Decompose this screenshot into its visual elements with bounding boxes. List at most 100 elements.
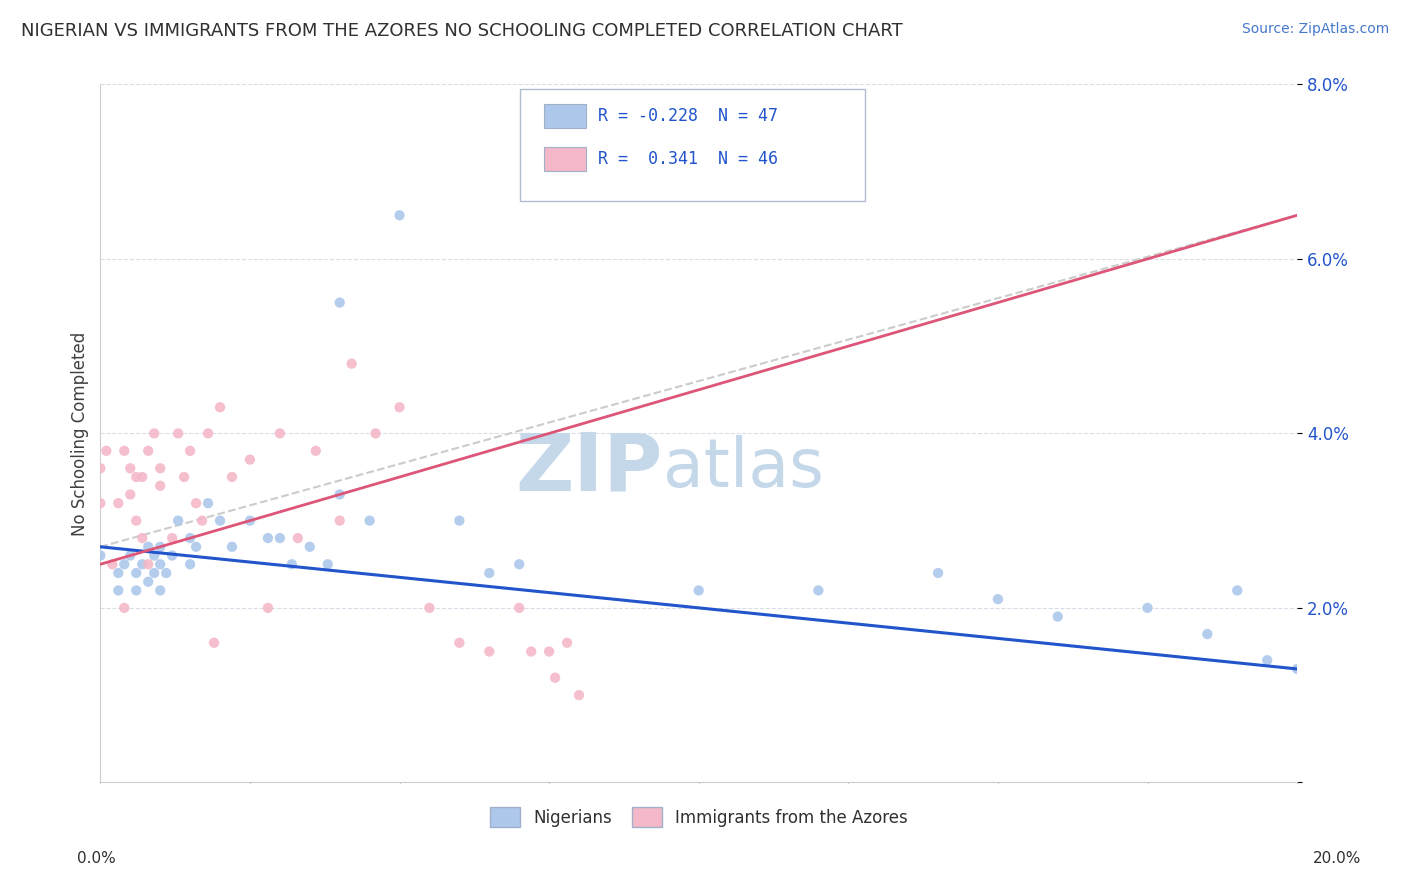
Point (125, 514, 148, 528)
Point (136, 443, 159, 458)
Point (544, 671, 567, 685)
Point (179, 531, 201, 545)
Point (143, 566, 166, 580)
Point (202, 636, 225, 650)
Point (89, 549, 111, 563)
Point (221, 470, 243, 484)
Point (239, 514, 262, 528)
Point (179, 558, 201, 572)
Point (131, 470, 153, 484)
Point (449, 636, 471, 650)
Point (555, 636, 578, 650)
Point (520, 644, 543, 658)
Point (1286, 662, 1309, 676)
Point (478, 644, 501, 658)
Point (173, 470, 195, 484)
Point (388, 401, 411, 415)
Point (131, 531, 153, 545)
Point (359, 514, 381, 528)
Point (149, 461, 172, 475)
Point (538, 644, 561, 658)
Point (107, 583, 129, 598)
Point (120, 461, 142, 475)
Point (478, 566, 501, 580)
Point (329, 514, 352, 528)
Point (316, 558, 339, 572)
Point (136, 540, 159, 554)
Point (155, 566, 177, 580)
Point (160, 531, 183, 545)
Point (364, 426, 387, 441)
Point (149, 479, 172, 493)
Point (208, 401, 231, 415)
Point (197, 426, 219, 441)
Point (143, 549, 166, 563)
Point (149, 558, 172, 572)
Point (239, 452, 262, 467)
Text: 0.0%: 0.0% (77, 852, 117, 866)
Point (298, 540, 321, 554)
Point (112, 443, 135, 458)
Point (149, 540, 172, 554)
Point (136, 574, 159, 589)
Point (257, 531, 280, 545)
Point (125, 583, 148, 598)
Y-axis label: No Schooling Completed: No Schooling Completed (72, 331, 89, 535)
Text: atlas: atlas (662, 435, 824, 501)
Point (568, 688, 591, 702)
Point (257, 600, 280, 615)
Text: ZIP: ZIP (516, 429, 662, 508)
Point (125, 470, 148, 484)
Point (89, 461, 111, 475)
Point (1197, 627, 1219, 641)
Point (136, 558, 159, 572)
Point (191, 514, 214, 528)
Point (184, 540, 207, 554)
Text: 20.0%: 20.0% (1313, 852, 1361, 866)
Point (107, 566, 129, 580)
Point (1046, 609, 1069, 624)
Point (688, 583, 710, 598)
Point (120, 487, 142, 501)
Point (807, 583, 830, 598)
Point (1256, 653, 1278, 667)
Point (305, 443, 328, 458)
Text: R =  0.341  N = 46: R = 0.341 N = 46 (598, 150, 778, 168)
Point (107, 496, 129, 510)
Point (508, 558, 530, 572)
Point (184, 496, 207, 510)
Point (179, 443, 201, 458)
Point (89, 496, 111, 510)
Point (269, 531, 291, 545)
Point (269, 426, 291, 441)
Point (340, 357, 363, 371)
Point (197, 496, 219, 510)
Point (101, 558, 124, 572)
Point (131, 558, 153, 572)
Text: R = -0.228  N = 47: R = -0.228 N = 47 (598, 107, 778, 125)
Point (112, 600, 135, 615)
Point (287, 531, 309, 545)
Point (1226, 583, 1249, 598)
Point (167, 514, 190, 528)
Point (1136, 600, 1159, 615)
Point (329, 295, 352, 310)
Point (208, 514, 231, 528)
Legend: Nigerians, Immigrants from the Azores: Nigerians, Immigrants from the Azores (484, 801, 914, 833)
Point (508, 600, 530, 615)
Point (281, 558, 304, 572)
Point (125, 566, 148, 580)
Point (987, 592, 1010, 607)
Point (449, 514, 471, 528)
Text: NIGERIAN VS IMMIGRANTS FROM THE AZORES NO SCHOOLING COMPLETED CORRELATION CHART: NIGERIAN VS IMMIGRANTS FROM THE AZORES N… (21, 22, 903, 40)
Point (143, 426, 166, 441)
Point (120, 549, 142, 563)
Point (388, 208, 411, 222)
Point (112, 558, 135, 572)
Point (329, 487, 352, 501)
Point (149, 583, 172, 598)
Point (167, 426, 190, 441)
Point (927, 566, 949, 580)
Point (221, 540, 243, 554)
Point (96, 443, 118, 458)
